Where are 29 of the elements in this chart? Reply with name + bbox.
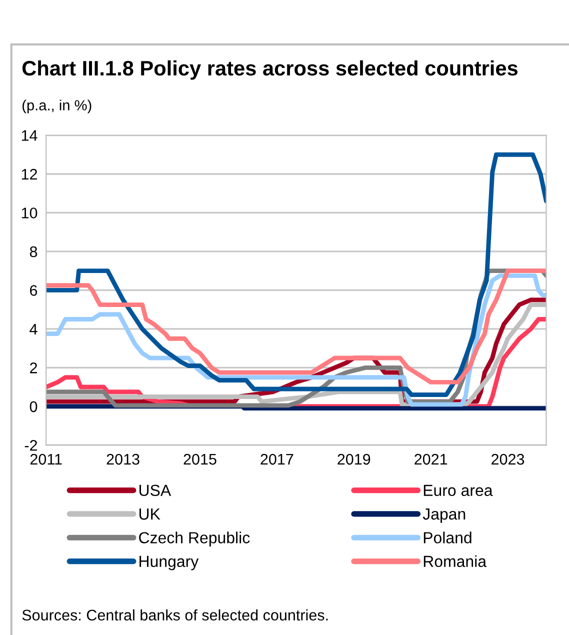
legend-label: USA <box>139 484 172 496</box>
y-tick-label: -2 <box>24 440 37 451</box>
y-tick-label: 12 <box>22 168 37 180</box>
chart-title: Chart III.1.8 Policy rates across selected countries <box>22 60 518 80</box>
x-tick-label: 2013 <box>106 454 140 465</box>
y-tick-label: 8 <box>30 246 38 258</box>
y-tick-label: 6 <box>30 285 38 296</box>
legend-label: Poland <box>424 532 472 544</box>
x-tick-label: 2021 <box>414 454 448 465</box>
x-tick-label: 2015 <box>184 454 216 465</box>
y-tick-label: 14 <box>22 130 38 141</box>
x-tick-label: 2017 <box>260 454 294 465</box>
x-tick-label: 2011 <box>30 454 62 465</box>
line-series <box>46 152 546 398</box>
chart-subtitle: (p.a., in %) <box>22 100 92 114</box>
legend-label: Hungary <box>140 556 199 570</box>
x-tick-label: 2023 <box>492 454 524 465</box>
legend-label: Romania <box>424 555 487 568</box>
legend-label: Czech Republic <box>139 532 250 547</box>
y-tick-label: 0 <box>30 401 38 412</box>
legend-label: Japan <box>422 508 466 523</box>
y-tick-label: 4 <box>30 324 38 334</box>
legend-label: UK <box>139 508 160 520</box>
y-tick-label: 2 <box>30 362 37 374</box>
y-tick-label: 10 <box>22 208 38 218</box>
line-series <box>46 268 546 384</box>
source-note: Sources: Central banks of selected countries. <box>22 609 328 621</box>
x-tick-label: 2019 <box>338 454 370 465</box>
legend-label: Euro area <box>424 484 493 496</box>
